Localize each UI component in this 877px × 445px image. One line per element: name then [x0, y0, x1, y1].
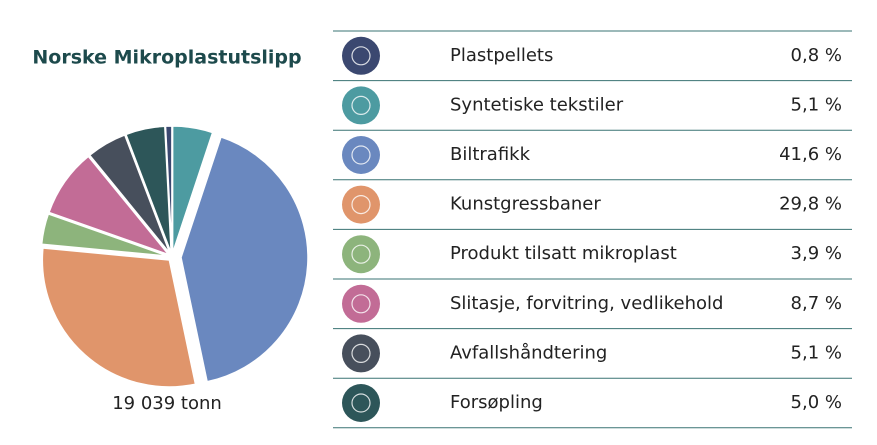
value-label: 8,7 %	[791, 293, 842, 314]
legend-icon	[342, 185, 380, 224]
value-label: 41,6 %	[779, 144, 842, 165]
value-label: 3,9 %	[791, 243, 842, 264]
legend-icon	[342, 36, 380, 75]
pie-slice	[171, 125, 214, 254]
legend-label: Forsøpling	[450, 392, 543, 413]
pie-slice	[40, 212, 169, 257]
legend-label: Avfallshåndtering	[450, 342, 607, 363]
value-label: 5,1 %	[791, 342, 842, 363]
value-label: 5,0 %	[791, 392, 842, 413]
pie-slice	[124, 125, 172, 254]
legend-label: Slitasje, forvitring, vedlikehold	[450, 293, 723, 314]
legend-label: Plastpellets	[450, 45, 553, 66]
legend-icon	[342, 235, 380, 274]
legend-icon-ring	[351, 294, 371, 314]
legend-icon-ring	[351, 145, 371, 165]
legend-icon-ring	[351, 244, 371, 264]
pie-slice	[41, 247, 197, 388]
legend-icon-ring	[351, 343, 371, 363]
legend-label: Syntetiske tekstiler	[450, 94, 624, 115]
pie-slice	[88, 133, 171, 255]
legend-icon-ring	[351, 95, 371, 116]
legend-icon	[342, 284, 380, 323]
legend-icon	[342, 384, 380, 422]
value-label: 29,8 %	[779, 194, 842, 215]
pie-slice	[180, 136, 309, 383]
legend-label: Kunstgressbaner	[450, 194, 601, 215]
value-label: 5,1 %	[791, 94, 842, 115]
legend-icon-ring	[351, 393, 371, 413]
legend-label: Produkt tilsatt mikroplast	[450, 243, 677, 264]
legend-icon-ring	[351, 46, 371, 66]
pie-slice	[48, 155, 172, 257]
legend-icon	[342, 136, 380, 174]
chart-title: Norske Mikroplastutslipp	[32, 47, 301, 69]
legend-label: Biltrafikk	[450, 144, 531, 165]
total-label: 19 039 tonn	[112, 393, 222, 414]
legend-icon-ring	[351, 195, 371, 215]
legend-icon	[342, 334, 380, 373]
legend-icon	[342, 86, 380, 125]
value-label: 0,8 %	[791, 45, 842, 66]
